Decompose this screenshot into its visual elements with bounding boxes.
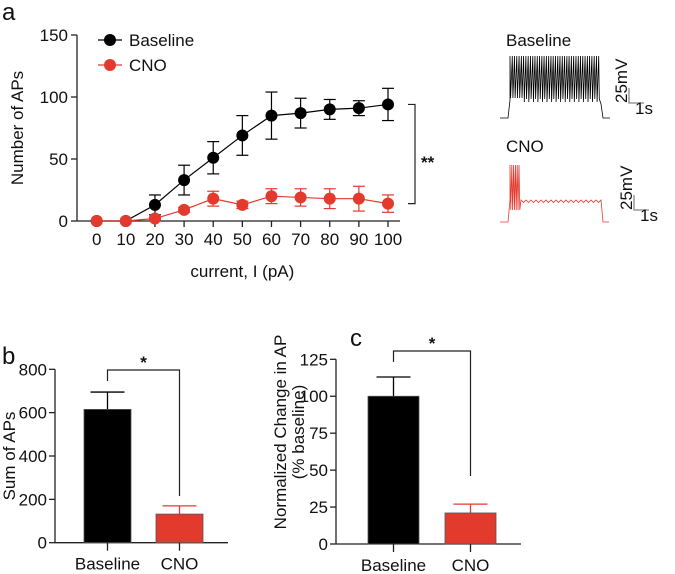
data-point — [178, 203, 191, 216]
y-tick-label: 100 — [300, 387, 328, 406]
y-tick-label: 50 — [49, 150, 68, 169]
data-point — [352, 102, 365, 115]
x-tick-label: 0 — [92, 230, 101, 249]
y-tick-label: 200 — [19, 490, 47, 509]
series-baseline — [90, 87, 394, 227]
y-tick-label: 0 — [38, 534, 47, 553]
panel-b-bar-chart: 0 200 400 600 800 Baseline CNO * Sum of APs — [0, 353, 228, 574]
trace-label-baseline: Baseline — [506, 31, 571, 50]
x-tick-label: 60 — [262, 230, 281, 249]
legend-label: CNO — [129, 56, 167, 75]
x-tick-label: 80 — [320, 230, 339, 249]
y-tick-label: 50 — [309, 461, 328, 480]
y-tick-label: 600 — [19, 404, 47, 423]
data-point — [323, 192, 336, 205]
data-point — [294, 191, 307, 204]
data-point — [265, 190, 278, 203]
y-tick-label: 150 — [40, 26, 68, 45]
panel-c-bar-chart: 0 25 50 75 100 125 Baseline CNO * Normalized Chan… — [271, 334, 521, 574]
y-axis-label: Normalized Change in AP — [271, 335, 290, 530]
scale-time-label: 1s — [640, 206, 658, 225]
data-point — [352, 192, 365, 205]
significance-marker: * — [140, 353, 147, 372]
bar-baseline — [367, 395, 420, 545]
data-point — [148, 198, 161, 211]
x-tick-label: 70 — [291, 230, 310, 249]
bar-cno — [155, 513, 204, 544]
legend-marker — [104, 59, 116, 71]
scale-voltage-label: 25mV — [612, 58, 631, 103]
data-point — [265, 109, 278, 122]
data-point — [178, 174, 191, 187]
cno-trace — [500, 164, 609, 223]
data-point — [294, 107, 307, 120]
bar-baseline — [83, 408, 132, 544]
x-tick-label: 30 — [175, 230, 194, 249]
significance-bracket — [106, 369, 181, 496]
legend-marker — [104, 34, 116, 46]
legend-label: Baseline — [129, 31, 194, 50]
data-point — [236, 129, 249, 142]
x-tick-label: 100 — [374, 230, 402, 249]
panel-a-line-chart: 0 50 100 150 0 10 20 30 40 50 60 70 80 90 100 current, … — [8, 26, 435, 281]
x-tick-label: 40 — [204, 230, 223, 249]
data-point — [119, 215, 132, 227]
data-point — [207, 151, 220, 164]
trace-label-cno: CNO — [506, 137, 544, 156]
panel-label-c: c — [350, 325, 362, 352]
data-point — [236, 198, 249, 211]
y-axis-label: Sum of APs — [0, 412, 19, 501]
scale-time-label: 1s — [635, 99, 653, 118]
y-tick-label: 0 — [319, 535, 328, 554]
data-point — [382, 197, 394, 210]
y-tick-label: 100 — [40, 88, 68, 107]
x-tick-label: 20 — [145, 230, 164, 249]
significance-marker: * — [429, 334, 436, 353]
y-tick-label: 0 — [59, 212, 68, 231]
series-cno — [90, 185, 394, 227]
scale-bar — [628, 88, 644, 104]
x-tick-label: CNO — [452, 556, 490, 574]
x-tick-label: 50 — [233, 230, 252, 249]
x-axis-label: current, I (pA) — [190, 262, 294, 281]
baseline-trace — [500, 55, 610, 119]
x-tick-label: Baseline — [75, 555, 140, 574]
y-axis-label: Number of APs — [8, 71, 27, 185]
panel-label-a: a — [2, 0, 16, 26]
y-tick-label: 400 — [19, 447, 47, 466]
data-point — [148, 212, 161, 225]
data-point — [323, 103, 336, 116]
x-tick-label: 10 — [116, 230, 135, 249]
bar-cno — [444, 512, 497, 545]
x-tick-label: CNO — [161, 555, 199, 574]
y-axis-label-2: (% baseline) — [289, 385, 308, 480]
data-point — [207, 192, 220, 205]
x-tick-label: Baseline — [361, 556, 426, 574]
x-tick-label: 90 — [349, 230, 368, 249]
scale-voltage-label: 25mV — [617, 165, 636, 210]
significance-bracket — [408, 103, 416, 205]
scale-bar — [633, 195, 649, 211]
y-tick-label: 25 — [309, 498, 328, 517]
significance-marker: ** — [421, 153, 435, 172]
data-point — [382, 98, 394, 111]
significance-bracket — [392, 350, 472, 476]
panel-label-b: b — [2, 343, 15, 370]
y-tick-label: 800 — [19, 360, 47, 379]
y-tick-label: 125 — [300, 350, 328, 369]
y-tick-label: 75 — [309, 424, 328, 443]
data-point — [90, 215, 103, 227]
